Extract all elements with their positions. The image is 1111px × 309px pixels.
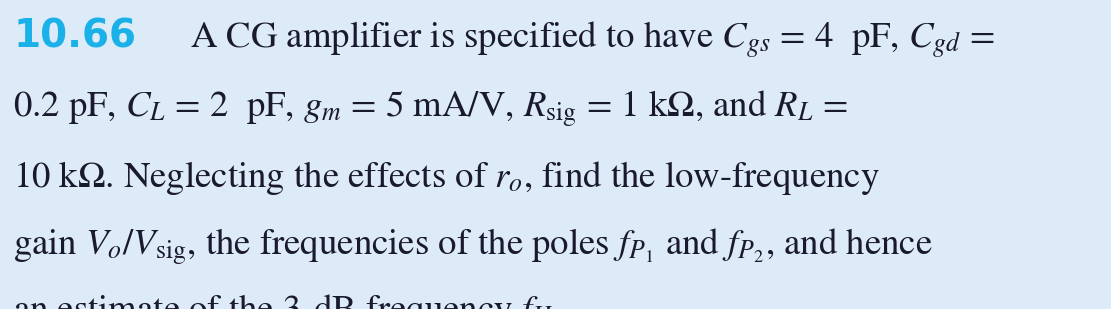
Text: gain $V_{o}$/$V_{\mathrm{sig}}$, the frequencies of the poles $f_{P_1}$ and $f_{: gain $V_{o}$/$V_{\mathrm{sig}}$, the fre…	[13, 226, 933, 268]
Text: A CG amplifier is specified to have $C_{gs}$ = 4  pF, $C_{gd}$ =: A CG amplifier is specified to have $C_{…	[190, 19, 994, 61]
Text: 10 k$\Omega$. Neglecting the effects of $r_{o}$, find the low-frequency: 10 k$\Omega$. Neglecting the effects of …	[13, 159, 880, 197]
Text: 10.66: 10.66	[13, 18, 137, 56]
Text: 0.2 pF, $C_{L}$ = 2  pF, $g_{m}$ = 5 mA/V, $R_{\mathrm{sig}}$ = 1 k$\Omega$, and: 0.2 pF, $C_{L}$ = 2 pF, $g_{m}$ = 5 mA/V…	[13, 89, 848, 130]
Text: an estimate of the 3-dB frequency $f_{H}$.: an estimate of the 3-dB frequency $f_{H}…	[13, 292, 561, 309]
